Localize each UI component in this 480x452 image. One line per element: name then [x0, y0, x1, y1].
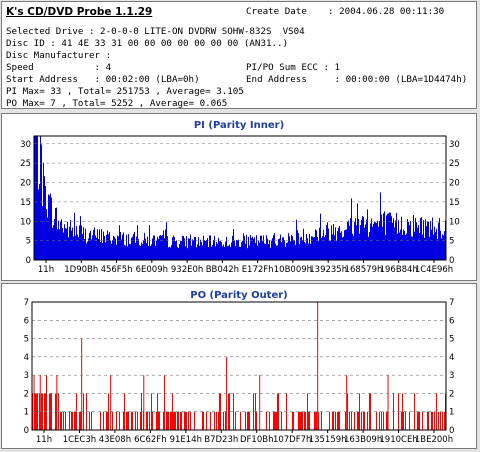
data-bars: [34, 136, 446, 260]
plot-area: [31, 301, 447, 431]
y-tick-label-right: 3: [449, 371, 454, 381]
plot-border: [31, 301, 447, 431]
end-address: End Address : 00:00:00 (LBA=1D4474h): [246, 74, 468, 85]
y-tick-label-left: 2: [24, 389, 29, 399]
x-tick-label: 1CEC3h: [63, 435, 96, 445]
create-date-value: : 2004.06.28 00:11:30: [328, 6, 445, 17]
x-tick-label: 1BE200h: [415, 435, 453, 445]
app-title: K's CD/DVD Probe 1.1.29: [6, 6, 153, 18]
info-panel: K's CD/DVD Probe 1.1.29 Create Date : 20…: [1, 1, 477, 109]
y-tick-label-left: 20: [20, 179, 31, 189]
y-tick-label-right: 5: [449, 237, 454, 247]
y-tick-label-right: 15: [449, 198, 460, 208]
selected-drive: Selected Drive : 2-0-0-0 LITE-ON DVDRW S…: [6, 26, 305, 37]
chart-title: PO (Parity Outer): [190, 290, 288, 301]
x-tick-label: 91E14h: [170, 435, 202, 445]
x-tick-label: 163B09h: [344, 435, 382, 445]
po-stats: PO Max= 7 , Total= 5252 , Average= 0.065: [6, 98, 228, 109]
y-tick-label-left: 5: [24, 335, 29, 345]
data-bars: [32, 302, 446, 430]
disc-id: Disc ID : 41 4E 33 31 00 00 00 00 00 00 …: [6, 38, 289, 49]
y-tick-label-left: 0: [24, 426, 29, 436]
y-tick-label-left: 0: [26, 256, 31, 266]
y-tick-label-right: 7: [449, 298, 454, 308]
x-tick-label: 107DF7h: [273, 435, 311, 445]
pipo-sum-ecc: PI/PO Sum ECC : 1: [246, 62, 341, 73]
x-tick-label: 135159h: [309, 435, 347, 445]
start-address: Start Address : 00:02:00 (LBA=0h): [6, 74, 200, 85]
x-tick-label: 11h: [38, 265, 54, 275]
y-tick-label-right: 20: [449, 179, 460, 189]
y-tick-label-left: 25: [20, 159, 31, 169]
x-tick-label: 1C4E96h: [415, 265, 453, 275]
y-tick-label-left: 15: [20, 198, 31, 208]
x-tick-label: 6E009h: [136, 265, 168, 275]
y-tick-label-right: 0: [449, 426, 454, 436]
y-tick-label-right: 6: [449, 316, 454, 326]
x-tick-label: 6C62Fh: [134, 435, 166, 445]
y-tick-label-left: 4: [24, 353, 29, 363]
create-date-label: Create Date: [246, 6, 307, 17]
disc-manufacturer: Disc Manufacturer :: [6, 50, 112, 61]
plot-border: [33, 135, 447, 261]
x-tick-label: 11h: [36, 435, 52, 445]
pi-stats: PI Max= 33 , Total= 251753 , Average= 3.…: [6, 86, 244, 97]
y-tick-label-right: 1: [449, 408, 454, 418]
y-tick-label-left: 6: [24, 316, 29, 326]
speed: Speed : 4: [6, 62, 112, 73]
x-tick-label: 196B84h: [380, 265, 418, 275]
y-tick-label-left: 7: [24, 298, 29, 308]
x-tick-label: BB042h: [206, 265, 239, 275]
y-tick-label-left: 5: [26, 237, 31, 247]
chart-title: PI (Parity Inner): [194, 120, 284, 131]
x-tick-label: 43E08h: [99, 435, 131, 445]
y-tick-label-right: 4: [449, 353, 454, 363]
y-tick-label-right: 2: [449, 389, 454, 399]
y-tick-label-right: 30: [449, 140, 460, 150]
y-tick-label-right: 10: [449, 217, 460, 227]
x-tick-label: 456F5h: [101, 265, 133, 275]
pi-chart-panel: PI (Parity Inner) 0 0 5 5 10 10 15 15 20 20 25 25 30 3…: [1, 113, 477, 281]
y-tick-label-right: 25: [449, 159, 460, 169]
x-tick-label: 10B009h: [274, 265, 312, 275]
x-tick-label: 932E0h: [171, 265, 203, 275]
x-tick-label: B7D23h: [204, 435, 238, 445]
x-tick-label: 139235h: [309, 265, 347, 275]
x-tick-label: 168579h: [345, 265, 383, 275]
y-tick-label-left: 30: [20, 140, 31, 150]
y-tick-label-left: 3: [24, 371, 29, 381]
y-tick-label-left: 1: [24, 408, 29, 418]
x-tick-label: DF10Bh: [240, 435, 273, 445]
x-tick-label: 1910CEh: [379, 435, 417, 445]
po-chart: PO (Parity Outer) 0 0 1 1 2 2 3 3 4 4 5 5 6 6 7 7 11h 1CEC…: [24, 290, 455, 445]
y-tick-label-right: 0: [449, 256, 454, 266]
x-tick-label: E172Fh: [242, 265, 274, 275]
po-chart-panel: PO (Parity Outer) 0 0 1 1 2 2 3 3 4 4 5 5 6 6 7 7 11h 1CEC…: [1, 283, 477, 449]
pi-chart: PI (Parity Inner) 0 0 5 5 10 10 15 15 20 20 25 25 30 3…: [20, 120, 460, 275]
x-tick-label: 1D90Bh: [64, 265, 98, 275]
y-tick-label-right: 5: [449, 335, 454, 345]
y-tick-label-left: 10: [20, 217, 31, 227]
